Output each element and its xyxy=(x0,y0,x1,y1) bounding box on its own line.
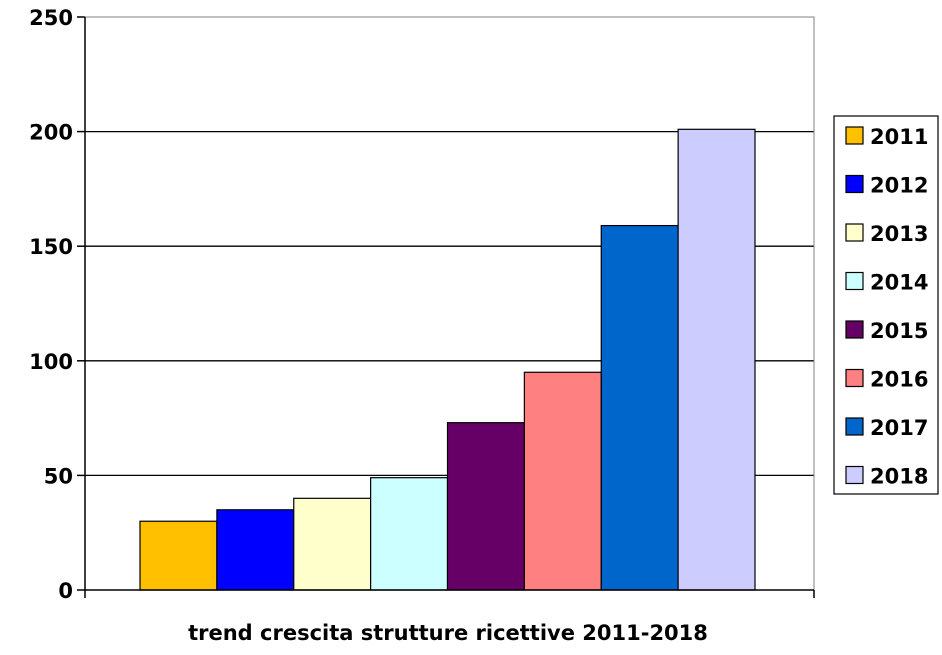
y-tick-label: 50 xyxy=(44,464,73,488)
legend-label-2014: 2014 xyxy=(870,271,928,295)
legend-label-2017: 2017 xyxy=(870,416,928,440)
legend-label-2018: 2018 xyxy=(870,465,928,489)
y-tick-label: 150 xyxy=(29,235,73,259)
y-axis-ticks: 0 50 100 150 200 250 xyxy=(29,6,85,603)
y-tick-label: 200 xyxy=(29,121,73,145)
legend-swatch-2016 xyxy=(845,368,864,388)
y-tick-label: 0 xyxy=(58,579,73,603)
bar-2014 xyxy=(370,477,449,591)
legend-swatch-2017 xyxy=(845,417,864,436)
legend-label-2013: 2013 xyxy=(870,222,928,246)
x-axis-label: trend crescita strutture ricettive 2011-… xyxy=(188,621,708,645)
bars xyxy=(139,128,756,591)
legend-swatch-2012 xyxy=(845,174,864,194)
legend-swatch-2015 xyxy=(845,320,864,339)
bar-2015 xyxy=(446,422,525,591)
legend-swatch-2014 xyxy=(845,271,864,291)
legend-swatch-2013 xyxy=(845,223,864,242)
legend-swatch-2011 xyxy=(845,126,864,145)
legend-label-2016: 2016 xyxy=(870,368,928,392)
y-tick-label: 100 xyxy=(29,350,73,374)
legend: 2011 2012 2013 2014 2015 2016 2017 2018 xyxy=(833,115,939,495)
legend-label-2012: 2012 xyxy=(870,174,928,198)
bar-2018 xyxy=(677,128,756,591)
legend-label-2011: 2011 xyxy=(870,125,928,149)
legend-swatch-2018 xyxy=(845,465,864,485)
bar-2012 xyxy=(216,509,295,591)
bar-2013 xyxy=(293,497,372,591)
y-tick-label: 250 xyxy=(29,6,73,30)
bar-2017 xyxy=(600,224,679,591)
legend-label-2015: 2015 xyxy=(870,319,928,343)
bar-2016 xyxy=(523,371,602,591)
bar-2011 xyxy=(139,520,218,591)
